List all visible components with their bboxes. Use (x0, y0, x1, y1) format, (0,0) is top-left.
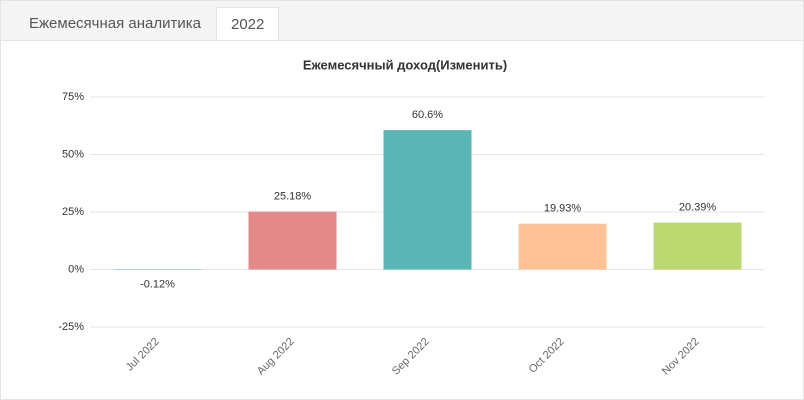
y-tick-label: 75% (62, 91, 84, 103)
tab-active[interactable]: 2022 (216, 7, 280, 43)
y-tick-label: -25% (58, 321, 84, 333)
x-tick-label: Oct 2022 (527, 336, 567, 376)
x-tick-label: Aug 2022 (255, 336, 297, 378)
x-tick-label: Nov 2022 (660, 336, 702, 378)
value-label: 20.39% (679, 202, 717, 214)
x-tick-label: Jul 2022 (124, 336, 162, 374)
tab-bar: Ежемесячная аналитика 2022 (0, 0, 804, 43)
bar (383, 130, 472, 270)
y-tick-label: 25% (62, 206, 84, 218)
bar (653, 222, 742, 270)
tab[interactable]: Ежемесячная аналитика (29, 15, 201, 32)
bar (113, 269, 202, 270)
y-tick-label: 0% (68, 263, 84, 275)
bar (518, 223, 607, 270)
value-label: 60.6% (412, 109, 443, 121)
value-label: -0.12% (140, 278, 175, 290)
bar (248, 211, 337, 270)
chart-title: Ежемесячный доход(Изменить) (303, 57, 507, 72)
value-label: 19.93% (544, 203, 582, 215)
y-tick-label: 50% (62, 148, 84, 160)
value-label: 25.18% (274, 190, 312, 202)
x-tick-label: Sep 2022 (390, 336, 432, 378)
